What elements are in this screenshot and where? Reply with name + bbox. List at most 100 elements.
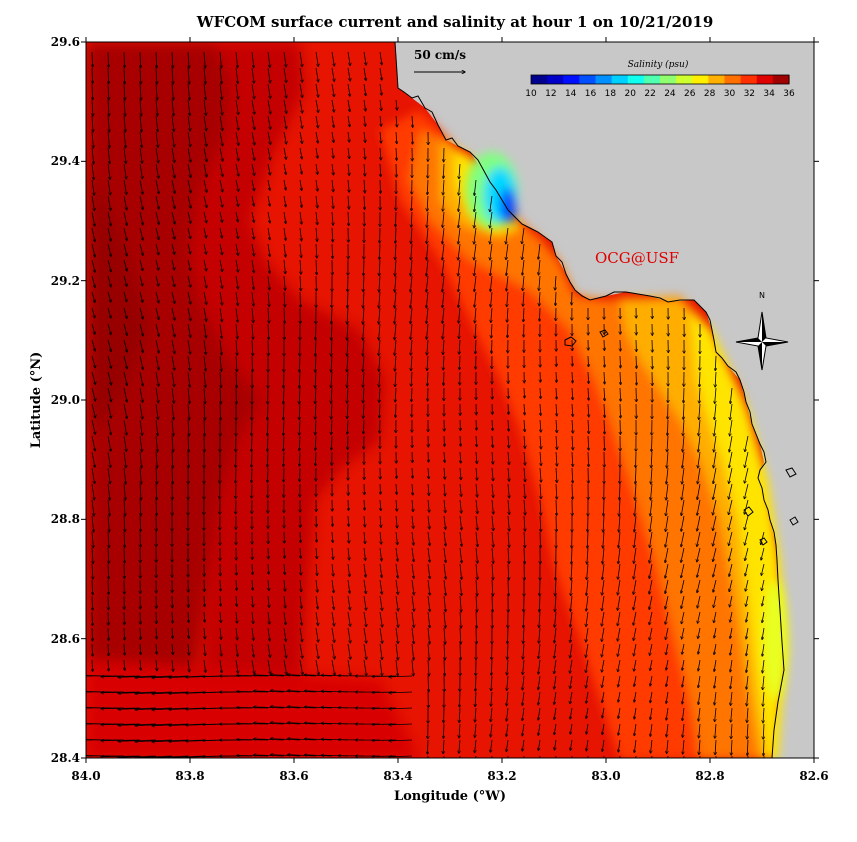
current-vector [203,83,206,100]
current-vector [267,419,268,436]
current-vector [155,259,159,270]
current-vector [156,499,157,516]
current-vector [187,243,190,254]
current-vector [316,243,317,258]
current-vector [620,403,621,418]
current-vector [475,531,478,547]
current-vector [91,147,94,164]
current-vector [476,467,477,480]
current-vector [315,371,316,388]
current-vector [140,83,141,100]
current-vector [411,371,412,386]
colorbar-swatch [740,75,758,84]
current-vector [172,419,173,436]
current-vector [714,403,717,420]
current-vector [508,531,509,547]
current-vector [235,323,238,339]
current-vector [572,467,573,483]
current-vector [252,307,253,323]
current-vector [219,115,223,131]
current-vector [123,323,127,335]
current-vector [315,147,318,158]
current-vector [187,195,191,208]
current-vector [267,83,270,98]
current-vector [171,339,175,354]
current-vector [538,243,541,259]
current-vector [315,419,316,435]
current-vector [411,259,413,276]
current-vector [251,179,254,191]
current-vector [331,435,332,450]
current-vector [172,83,173,100]
current-vector [363,67,366,81]
current-vector [729,515,733,530]
current-vector [379,355,380,371]
current-vector [458,291,461,307]
current-vector [187,179,191,193]
current-vector [331,371,332,388]
current-vector [442,259,445,276]
current-vector [347,67,350,81]
current-vector [428,739,429,754]
current-vector [187,83,190,100]
current-vector [187,227,191,239]
current-vector [123,419,127,435]
current-vector [300,579,301,592]
current-vector [443,515,446,529]
current-vector [411,531,414,545]
current-vector [203,211,207,223]
current-vector [124,531,125,547]
current-vector [588,355,589,367]
current-vector [267,131,271,145]
mainland-coastline [394,42,785,758]
colorbar-tick-label: 22 [644,89,655,99]
current-vector [474,195,477,212]
current-vector [156,51,157,68]
current-vector [364,547,365,560]
current-vector [588,451,589,467]
current-vector [315,163,318,174]
colorbar-swatch [579,75,597,84]
current-vector [203,275,207,288]
current-vector [251,115,255,130]
current-vector [252,579,253,590]
current-vector [283,131,286,144]
current-vector [299,355,300,372]
current-vector [650,515,653,532]
current-vector [220,355,221,371]
current-vector [204,595,205,607]
current-vector [411,227,412,244]
current-vector [235,147,239,161]
current-vector [363,387,364,403]
current-vector [379,51,382,65]
current-vector [524,419,525,432]
x-tick-label: 83.2 [487,769,516,783]
current-vector [219,243,222,255]
current-vector [667,419,668,435]
current-vector [267,147,270,160]
current-vector [92,131,93,148]
colorbar-swatch [756,75,774,84]
current-vector [123,179,127,195]
current-vector [108,115,109,132]
current-vector [331,83,334,97]
current-vector [171,387,174,403]
current-vector [91,179,94,195]
current-vector [267,99,271,114]
current-vector [713,563,717,577]
current-vector [508,403,509,414]
current-vector [203,339,206,355]
current-vector [459,323,460,339]
current-vector [283,387,284,404]
current-vector [412,115,413,127]
current-vector [697,499,701,515]
current-vector [410,275,413,292]
x-tick-label: 84.0 [71,769,100,783]
current-vector [156,483,157,500]
current-vector [364,115,365,126]
current-vector [458,227,461,244]
current-vector [284,259,285,274]
current-vector [203,195,207,208]
current-vector [458,211,461,228]
figure-title: WFCOM surface current and salinity at ho… [196,13,714,31]
